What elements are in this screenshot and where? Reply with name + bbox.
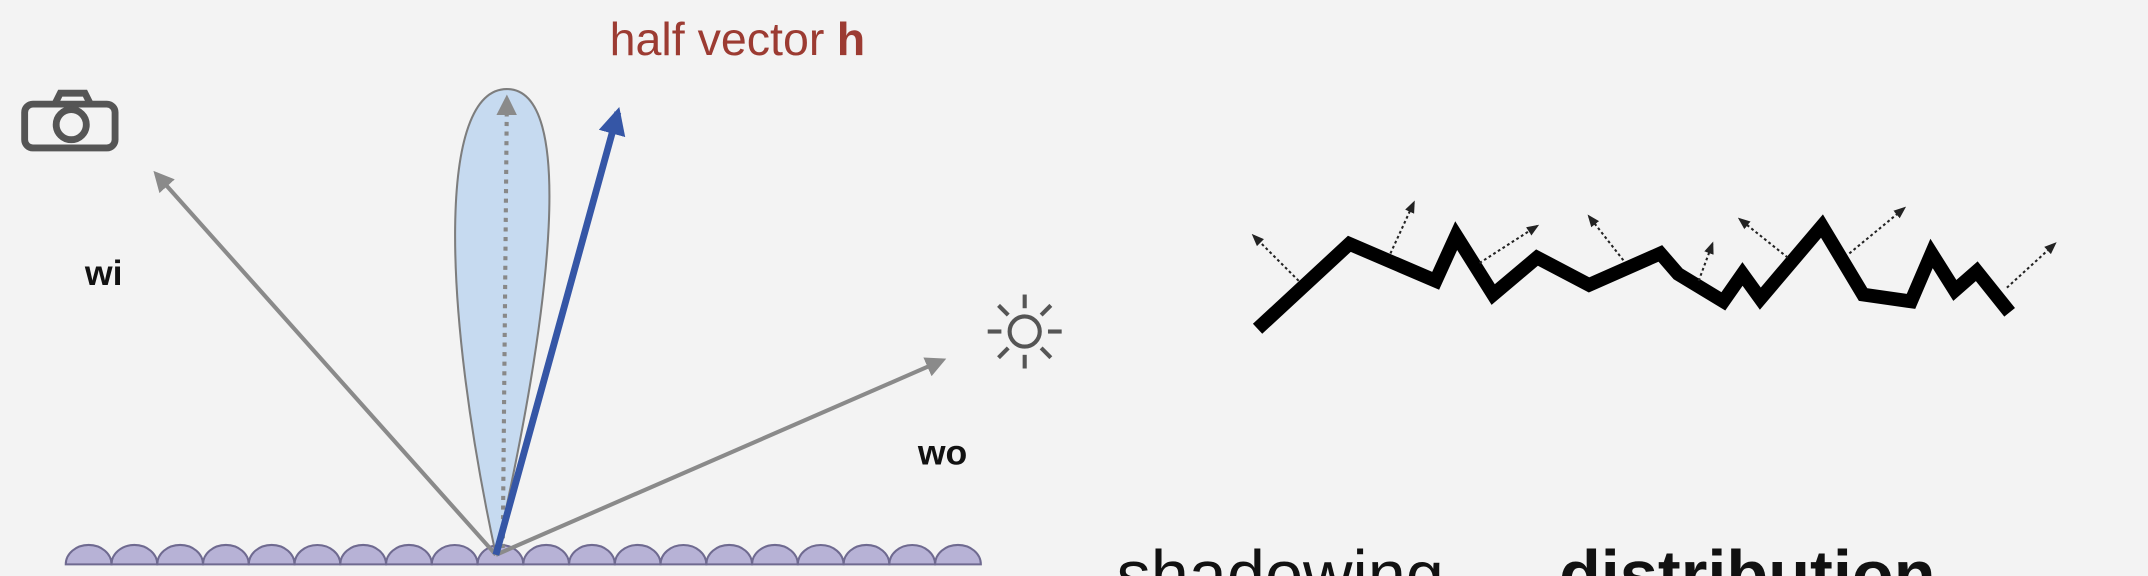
normal-arrow <box>1478 224 1540 264</box>
sun-ray <box>1039 303 1053 317</box>
bump <box>522 543 571 566</box>
bump <box>385 543 433 566</box>
normal-arrow <box>1389 200 1415 254</box>
sun-ray <box>997 303 1010 317</box>
bump <box>430 543 479 566</box>
distribution-label: distribution <box>1559 537 1936 576</box>
bump <box>156 543 205 566</box>
wo-vector <box>495 357 947 557</box>
sun-ray <box>997 346 1010 360</box>
light-icon <box>987 294 1062 369</box>
microfacet-normals <box>1251 200 2057 289</box>
wi-vector <box>153 170 498 557</box>
half-vector-text: half vector <box>610 13 825 65</box>
normal-arrow <box>1697 241 1714 282</box>
bump <box>888 543 937 566</box>
normal-arrow <box>1587 214 1625 261</box>
bump <box>64 543 113 566</box>
h-text: h <box>837 13 865 65</box>
normal-arrow <box>1848 206 1907 255</box>
microfacet-surface <box>1252 214 2015 334</box>
reflection-lobe <box>454 88 551 556</box>
wi-label: wi <box>84 253 123 293</box>
bump <box>201 543 250 566</box>
bump <box>659 543 708 566</box>
bump <box>613 543 662 566</box>
bump <box>842 543 891 566</box>
bump <box>934 543 982 566</box>
wo-label: wo <box>917 432 967 472</box>
bump <box>247 543 296 566</box>
shadowing-label: shadowing <box>1116 537 1443 576</box>
bump <box>568 543 616 566</box>
camera-icon <box>21 89 119 152</box>
bump <box>796 543 845 566</box>
bump <box>110 543 159 566</box>
bump <box>705 543 754 566</box>
half-vector <box>492 107 626 556</box>
bump <box>339 543 388 566</box>
normal-vector <box>496 94 517 548</box>
half-vector-label: half vector h <box>610 13 866 65</box>
normal-arrow <box>1737 217 1789 259</box>
content: half vector h wi wo shadowing distributio… <box>21 13 2057 576</box>
sun-ray <box>1039 346 1053 360</box>
bump <box>751 543 799 566</box>
bump <box>293 543 342 566</box>
